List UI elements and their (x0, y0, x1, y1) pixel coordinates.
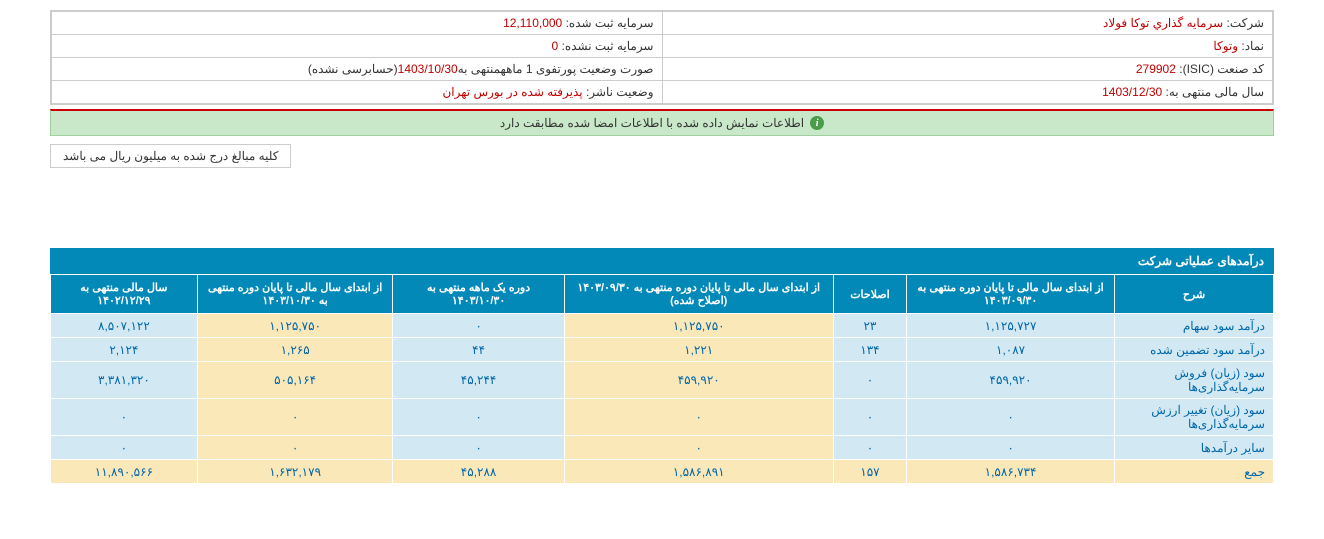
table-cell: ۲۳ (833, 314, 906, 338)
table-cell: ۱,۰۸۷ (907, 338, 1115, 362)
row-label: سود (زیان) تغییر ارزش سرمایه‌گذاری‌ها (1115, 399, 1274, 436)
company-label: شرکت: (1226, 16, 1264, 30)
table-cell: ۰ (907, 436, 1115, 460)
table-row: سود (زیان) فروش سرمایه‌گذاری‌ها۴۵۹,۹۲۰۰۴… (51, 362, 1274, 399)
table-row: سایر درآمدها۰۰۰۰۰۰ (51, 436, 1274, 460)
table-cell: ۱۵۷ (833, 460, 906, 484)
capital-reg-value: 12,110,000 (503, 16, 562, 30)
publisher-value: پذيرفته شده در بورس تهران (442, 85, 582, 99)
table-cell: ۱۱,۸۹۰,۵۶۶ (51, 460, 198, 484)
table-cell: ۴۵۹,۹۲۰ (564, 362, 833, 399)
symbol-cell: نماد: وتوکا (662, 35, 1273, 58)
table-cell: ۰ (833, 436, 906, 460)
table-row: درآمد سود تضمین شده۱,۰۸۷۱۳۴۱,۲۲۱۴۴۱,۲۶۵۲… (51, 338, 1274, 362)
table-cell: ۰ (833, 362, 906, 399)
currency-note-text: کلیه مبالغ درج شده به میلیون ریال می باش… (63, 149, 278, 163)
company-info-table: شرکت: سرمايه گذاري توکا فولاد سرمایه ثبت… (51, 11, 1273, 104)
table-cell: ۱,۲۲۱ (564, 338, 833, 362)
table-row: درآمد سود سهام۱,۱۲۵,۷۲۷۲۳۱,۱۲۵,۷۵۰۰۱,۱۲۵… (51, 314, 1274, 338)
fiscal-value: 1403/12/30 (1102, 85, 1162, 99)
table-row: سود (زیان) تغییر ارزش سرمایه‌گذاری‌ها۰۰۰… (51, 399, 1274, 436)
banner-text: اطلاعات نمایش داده شده با اطلاعات امضا ش… (500, 116, 804, 130)
report-mid: منتهی به (458, 62, 501, 76)
table-header: از ابتدای سال مالی تا پایان دوره منتهی ب… (907, 275, 1115, 314)
symbol-label: نماد: (1241, 39, 1264, 53)
info-icon: i (810, 116, 824, 130)
signature-match-banner: i اطلاعات نمایش داده شده با اطلاعات امضا… (50, 109, 1274, 136)
table-cell: ۰ (564, 436, 833, 460)
table-cell: ۸,۵۰۷,۱۲۲ (51, 314, 198, 338)
table-cell: ۲,۱۲۴ (51, 338, 198, 362)
table-header: سال مالی منتهی به ۱۴۰۲/۱۲/۲۹ (51, 275, 198, 314)
table-cell: ۴۵۹,۹۲۰ (907, 362, 1115, 399)
capital-unreg-value: 0 (552, 39, 559, 53)
section-title: درآمدهای عملیاتی شرکت (50, 248, 1274, 274)
company-cell: شرکت: سرمايه گذاري توکا فولاد (662, 12, 1273, 35)
fiscal-cell: سال مالی منتهی به: 1403/12/30 (662, 81, 1273, 104)
capital-reg-cell: سرمایه ثبت شده: 12,110,000 (52, 12, 663, 35)
table-cell: ۱,۱۲۵,۷۵۰ (564, 314, 833, 338)
table-header: اصلاحات (833, 275, 906, 314)
table-cell: ۰ (51, 399, 198, 436)
publisher-label: وضعیت ناشر: (586, 85, 654, 99)
table-cell: ۱,۶۳۲,۱۷۹ (197, 460, 393, 484)
table-cell: ۵۰۵,۱۶۴ (197, 362, 393, 399)
symbol-value: وتوکا (1213, 39, 1238, 53)
row-label: سایر درآمدها (1115, 436, 1274, 460)
table-header: دوره یک ماهه منتهی به ۱۴۰۳/۱۰/۳۰ (393, 275, 564, 314)
report-date: 1403/10/30 (398, 62, 458, 76)
row-label: درآمد سود سهام (1115, 314, 1274, 338)
capital-unreg-cell: سرمایه ثبت نشده: 0 (52, 35, 663, 58)
data-table-wrap: شرحاز ابتدای سال مالی تا پایان دوره منته… (50, 274, 1274, 484)
table-cell: ۰ (197, 436, 393, 460)
table-cell: ۰ (197, 399, 393, 436)
publisher-cell: وضعیت ناشر: پذيرفته شده در بورس تهران (52, 81, 663, 104)
table-header: از ابتدای سال مالی تا پایان دوره منتهی ب… (197, 275, 393, 314)
table-header: از ابتدای سال مالی تا پایان دوره منتهی ب… (564, 275, 833, 314)
section-title-text: درآمدهای عملیاتی شرکت (1138, 254, 1264, 268)
table-cell: ۰ (907, 399, 1115, 436)
report-suffix: (حسابرسی نشده) (308, 62, 398, 76)
table-header: شرح (1115, 275, 1274, 314)
report-label: صورت وضعیت پورتفوی 1 ماهه (501, 62, 654, 76)
table-cell: ۰ (393, 436, 564, 460)
company-value: سرمايه گذاري توکا فولاد (1103, 16, 1223, 30)
fiscal-label: سال مالی منتهی به: (1166, 85, 1264, 99)
isic-value: 279902 (1136, 62, 1176, 76)
capital-reg-label: سرمایه ثبت شده: (566, 16, 654, 30)
table-row: جمع۱,۵۸۶,۷۳۴۱۵۷۱,۵۸۶,۸۹۱۴۵,۲۸۸۱,۶۳۲,۱۷۹۱… (51, 460, 1274, 484)
table-cell: ۱,۵۸۶,۸۹۱ (564, 460, 833, 484)
table-cell: ۱۳۴ (833, 338, 906, 362)
row-label: درآمد سود تضمین شده (1115, 338, 1274, 362)
isic-label: کد صنعت (ISIC): (1179, 62, 1264, 76)
table-cell: ۰ (393, 399, 564, 436)
table-cell: ۰ (393, 314, 564, 338)
revenue-table: شرحاز ابتدای سال مالی تا پایان دوره منته… (50, 274, 1274, 484)
isic-cell: کد صنعت (ISIC): 279902 (662, 58, 1273, 81)
company-info-box: شرکت: سرمايه گذاري توکا فولاد سرمایه ثبت… (50, 10, 1274, 105)
currency-note: کلیه مبالغ درج شده به میلیون ریال می باش… (50, 144, 291, 168)
table-cell: ۳,۳۸۱,۳۲۰ (51, 362, 198, 399)
table-cell: ۱,۲۶۵ (197, 338, 393, 362)
table-cell: ۰ (51, 436, 198, 460)
row-label: جمع (1115, 460, 1274, 484)
table-cell: ۴۵,۲۴۴ (393, 362, 564, 399)
report-cell: صورت وضعیت پورتفوی 1 ماههمنتهی به1403/10… (52, 58, 663, 81)
table-cell: ۱,۵۸۶,۷۳۴ (907, 460, 1115, 484)
table-cell: ۴۴ (393, 338, 564, 362)
capital-unreg-label: سرمایه ثبت نشده: (562, 39, 654, 53)
table-cell: ۱,۱۲۵,۷۲۷ (907, 314, 1115, 338)
table-cell: ۱,۱۲۵,۷۵۰ (197, 314, 393, 338)
table-cell: ۰ (564, 399, 833, 436)
row-label: سود (زیان) فروش سرمایه‌گذاری‌ها (1115, 362, 1274, 399)
table-cell: ۰ (833, 399, 906, 436)
table-cell: ۴۵,۲۸۸ (393, 460, 564, 484)
